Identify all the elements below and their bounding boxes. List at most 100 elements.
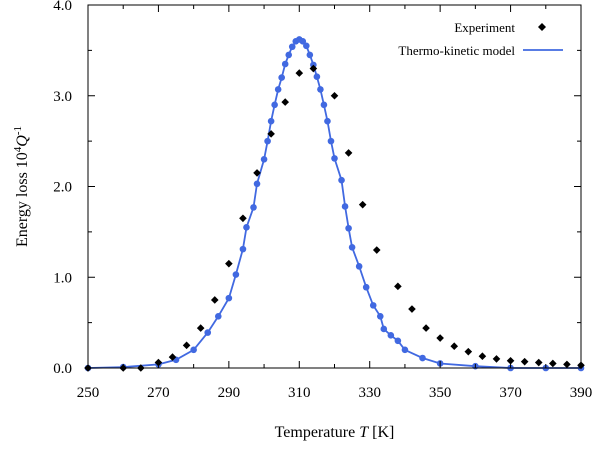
legend-label-model: Thermo-kinetic model bbox=[398, 43, 515, 58]
model-point bbox=[278, 74, 285, 81]
model-point bbox=[348, 244, 356, 251]
experiment-point bbox=[464, 347, 473, 356]
experiment-point bbox=[549, 359, 557, 368]
model-point bbox=[313, 73, 321, 80]
experiment-point bbox=[506, 356, 515, 365]
experiment-point bbox=[450, 342, 459, 351]
y-tick-label: 1.0 bbox=[53, 270, 72, 286]
y-axis-label-symbol: Q bbox=[14, 135, 31, 147]
experiment-point bbox=[358, 200, 367, 209]
experiment-point bbox=[196, 324, 205, 332]
experiment-point bbox=[394, 282, 402, 291]
series-layer bbox=[84, 36, 585, 372]
model-point bbox=[419, 354, 426, 362]
model-point bbox=[401, 346, 409, 354]
model-point bbox=[288, 43, 296, 51]
x-tick-label: 270 bbox=[147, 385, 170, 401]
experiment-point bbox=[422, 324, 430, 332]
x-tick-label: 250 bbox=[77, 385, 100, 401]
model-point bbox=[214, 312, 222, 320]
experiment-point bbox=[295, 69, 304, 77]
experiment-point bbox=[408, 305, 416, 313]
experiment-point bbox=[478, 352, 487, 361]
model-point bbox=[225, 294, 233, 302]
model-point bbox=[362, 283, 370, 291]
model-point bbox=[253, 180, 261, 188]
model-point bbox=[324, 117, 331, 125]
model-point bbox=[394, 337, 402, 345]
experiment-point bbox=[436, 334, 444, 342]
model-point bbox=[345, 224, 352, 232]
x-axis-label-unit: [K] bbox=[368, 424, 394, 441]
legend-marker-experiment bbox=[538, 23, 546, 31]
experiment-point bbox=[210, 296, 219, 304]
x-tick-label: 350 bbox=[429, 385, 452, 401]
model-point bbox=[331, 155, 338, 162]
experiment-point bbox=[281, 98, 289, 106]
experiment-point bbox=[492, 355, 501, 363]
model-point bbox=[267, 117, 275, 125]
experiment-point bbox=[372, 246, 381, 254]
model-point bbox=[232, 271, 240, 278]
x-axis-label: Temperature T [K] bbox=[275, 424, 395, 441]
experiment-point bbox=[253, 169, 261, 177]
model-point bbox=[338, 176, 345, 184]
experiment-point bbox=[344, 149, 353, 157]
experiment-point bbox=[330, 91, 339, 100]
x-tick-label: 330 bbox=[358, 385, 381, 401]
model-point bbox=[306, 51, 314, 59]
model-point bbox=[355, 263, 363, 270]
model-point bbox=[204, 329, 212, 336]
x-tick-label: 370 bbox=[499, 385, 522, 401]
model-point bbox=[239, 245, 247, 253]
model-point bbox=[264, 137, 271, 145]
model-point bbox=[341, 203, 349, 210]
model-point bbox=[317, 86, 324, 93]
model-point bbox=[327, 137, 335, 145]
legend: Experiment Thermo-kinetic model bbox=[398, 20, 563, 58]
model-point bbox=[274, 86, 282, 93]
experiment-point bbox=[225, 259, 233, 268]
x-tick-label: 290 bbox=[218, 385, 241, 401]
model-point bbox=[260, 155, 268, 163]
model-point bbox=[285, 51, 293, 59]
x-tick-label: 310 bbox=[288, 385, 311, 401]
experiment-point bbox=[267, 130, 275, 138]
experiment-point bbox=[168, 353, 177, 361]
model-point bbox=[387, 332, 395, 339]
x-axis-label-prefix: Temperature bbox=[275, 424, 360, 441]
experiment-point bbox=[309, 64, 318, 73]
y-tick-label: 0.0 bbox=[53, 361, 72, 377]
model-point bbox=[243, 224, 250, 231]
experiment-point bbox=[520, 357, 529, 366]
model-point bbox=[376, 312, 384, 320]
y-axis-label-exp2: -1 bbox=[12, 126, 24, 135]
model-point bbox=[303, 42, 310, 50]
x-tick-label: 390 bbox=[570, 385, 593, 401]
experiment-point bbox=[563, 360, 571, 369]
y-tick-label: 2.0 bbox=[53, 180, 72, 196]
model-point bbox=[281, 60, 289, 68]
legend-label-experiment: Experiment bbox=[454, 20, 515, 35]
plot-frame bbox=[87, 4, 582, 369]
axes-layer bbox=[87, 4, 582, 369]
model-point bbox=[190, 346, 197, 354]
model-point bbox=[250, 204, 257, 211]
experiment-point bbox=[182, 341, 191, 350]
model-point bbox=[369, 302, 377, 309]
experiment-point bbox=[534, 358, 543, 367]
x-axis-label-symbol: T bbox=[359, 424, 369, 441]
model-point bbox=[271, 101, 278, 109]
y-tick-label: 4.0 bbox=[53, 0, 72, 14]
model-curve bbox=[87, 38, 581, 369]
ticks-layer: 250 270 290 310 330 350 370 390 0.0 1.0 2.0 3.0 4.0 bbox=[53, 0, 592, 401]
y-axis-label-prefix: Energy loss 10 bbox=[14, 152, 31, 247]
model-point bbox=[320, 101, 328, 109]
experiment-point bbox=[239, 214, 247, 223]
model-point bbox=[299, 38, 307, 45]
y-tick-label: 3.0 bbox=[53, 89, 72, 105]
y-axis-label-exp1: 4 bbox=[12, 146, 24, 152]
model-point bbox=[380, 325, 388, 333]
